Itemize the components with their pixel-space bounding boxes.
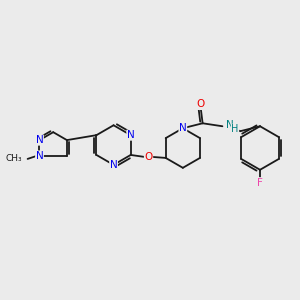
- Text: H: H: [231, 124, 239, 134]
- Text: N: N: [179, 123, 187, 133]
- Text: CH₃: CH₃: [5, 154, 22, 164]
- Text: O: O: [196, 100, 205, 110]
- Text: N: N: [36, 135, 43, 145]
- Text: N: N: [226, 120, 234, 130]
- Text: F: F: [257, 178, 263, 188]
- Text: O: O: [144, 152, 153, 162]
- Text: N: N: [127, 130, 135, 140]
- Text: N: N: [110, 160, 117, 170]
- Text: N: N: [36, 151, 43, 161]
